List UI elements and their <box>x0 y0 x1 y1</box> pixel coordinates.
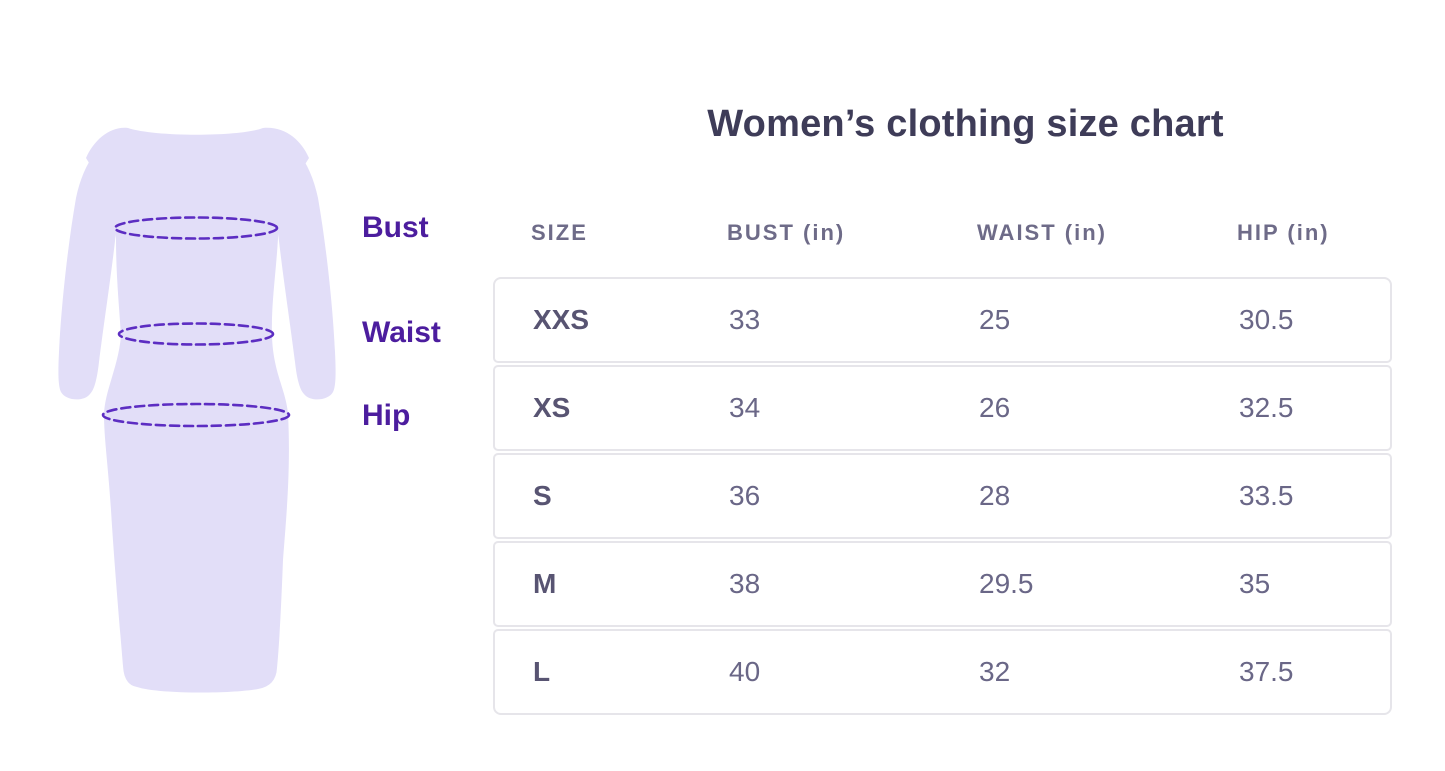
bust-cell: 40 <box>729 656 761 687</box>
size-cell: XXS <box>533 304 590 335</box>
waist-cell: 25 <box>979 304 1011 335</box>
column-header-waist: WAIST (in) <box>977 220 1107 245</box>
table-row: XXS 33 25 30.5 <box>493 277 1392 363</box>
table-row: M 38 29.5 35 <box>493 541 1392 627</box>
dress-body <box>86 127 309 693</box>
waist-measurement-line <box>117 322 275 346</box>
dress-right-sleeve <box>260 130 336 400</box>
bust-cell: 33 <box>729 304 761 335</box>
bust-label: Bust <box>362 211 429 244</box>
hip-cell: 37.5 <box>1239 656 1294 687</box>
column-header-size: SIZE <box>531 220 588 245</box>
hip-cell: 35 <box>1239 568 1271 599</box>
table-row: S 36 28 33.5 <box>493 453 1392 539</box>
waist-cell: 32 <box>979 656 1011 687</box>
size-cell: S <box>533 480 552 511</box>
dress-illustration <box>58 127 336 693</box>
waist-cell: 26 <box>979 392 1011 423</box>
waist-cell: 28 <box>979 480 1011 511</box>
bust-cell: 38 <box>729 568 761 599</box>
table-row: XS 34 26 32.5 <box>493 365 1392 451</box>
hip-cell: 33.5 <box>1239 480 1294 511</box>
size-cell: XS <box>533 392 571 423</box>
size-table: XXS 33 25 30.5 XS 34 26 32.5 S 36 28 33.… <box>493 277 1392 717</box>
size-cell: M <box>533 568 557 599</box>
dress-left-sleeve <box>58 130 134 400</box>
hip-cell: 32.5 <box>1239 392 1294 423</box>
hip-label: Hip <box>362 399 411 432</box>
waist-cell: 29.5 <box>979 568 1034 599</box>
column-header-bust: BUST (in) <box>727 220 846 245</box>
hip-measurement-line <box>101 402 291 428</box>
waist-label: Waist <box>362 316 441 349</box>
table-header-row: SIZE BUST (in) WAIST (in) HIP (in) <box>493 220 1392 248</box>
size-cell: L <box>533 656 551 687</box>
hip-cell: 30.5 <box>1239 304 1294 335</box>
bust-cell: 34 <box>729 392 761 423</box>
column-header-hip: HIP (in) <box>1237 220 1330 245</box>
bust-measurement-line <box>113 216 279 240</box>
bust-cell: 36 <box>729 480 761 511</box>
page-title: Women’s clothing size chart <box>707 103 1224 145</box>
table-row: L 40 32 37.5 <box>493 629 1392 715</box>
